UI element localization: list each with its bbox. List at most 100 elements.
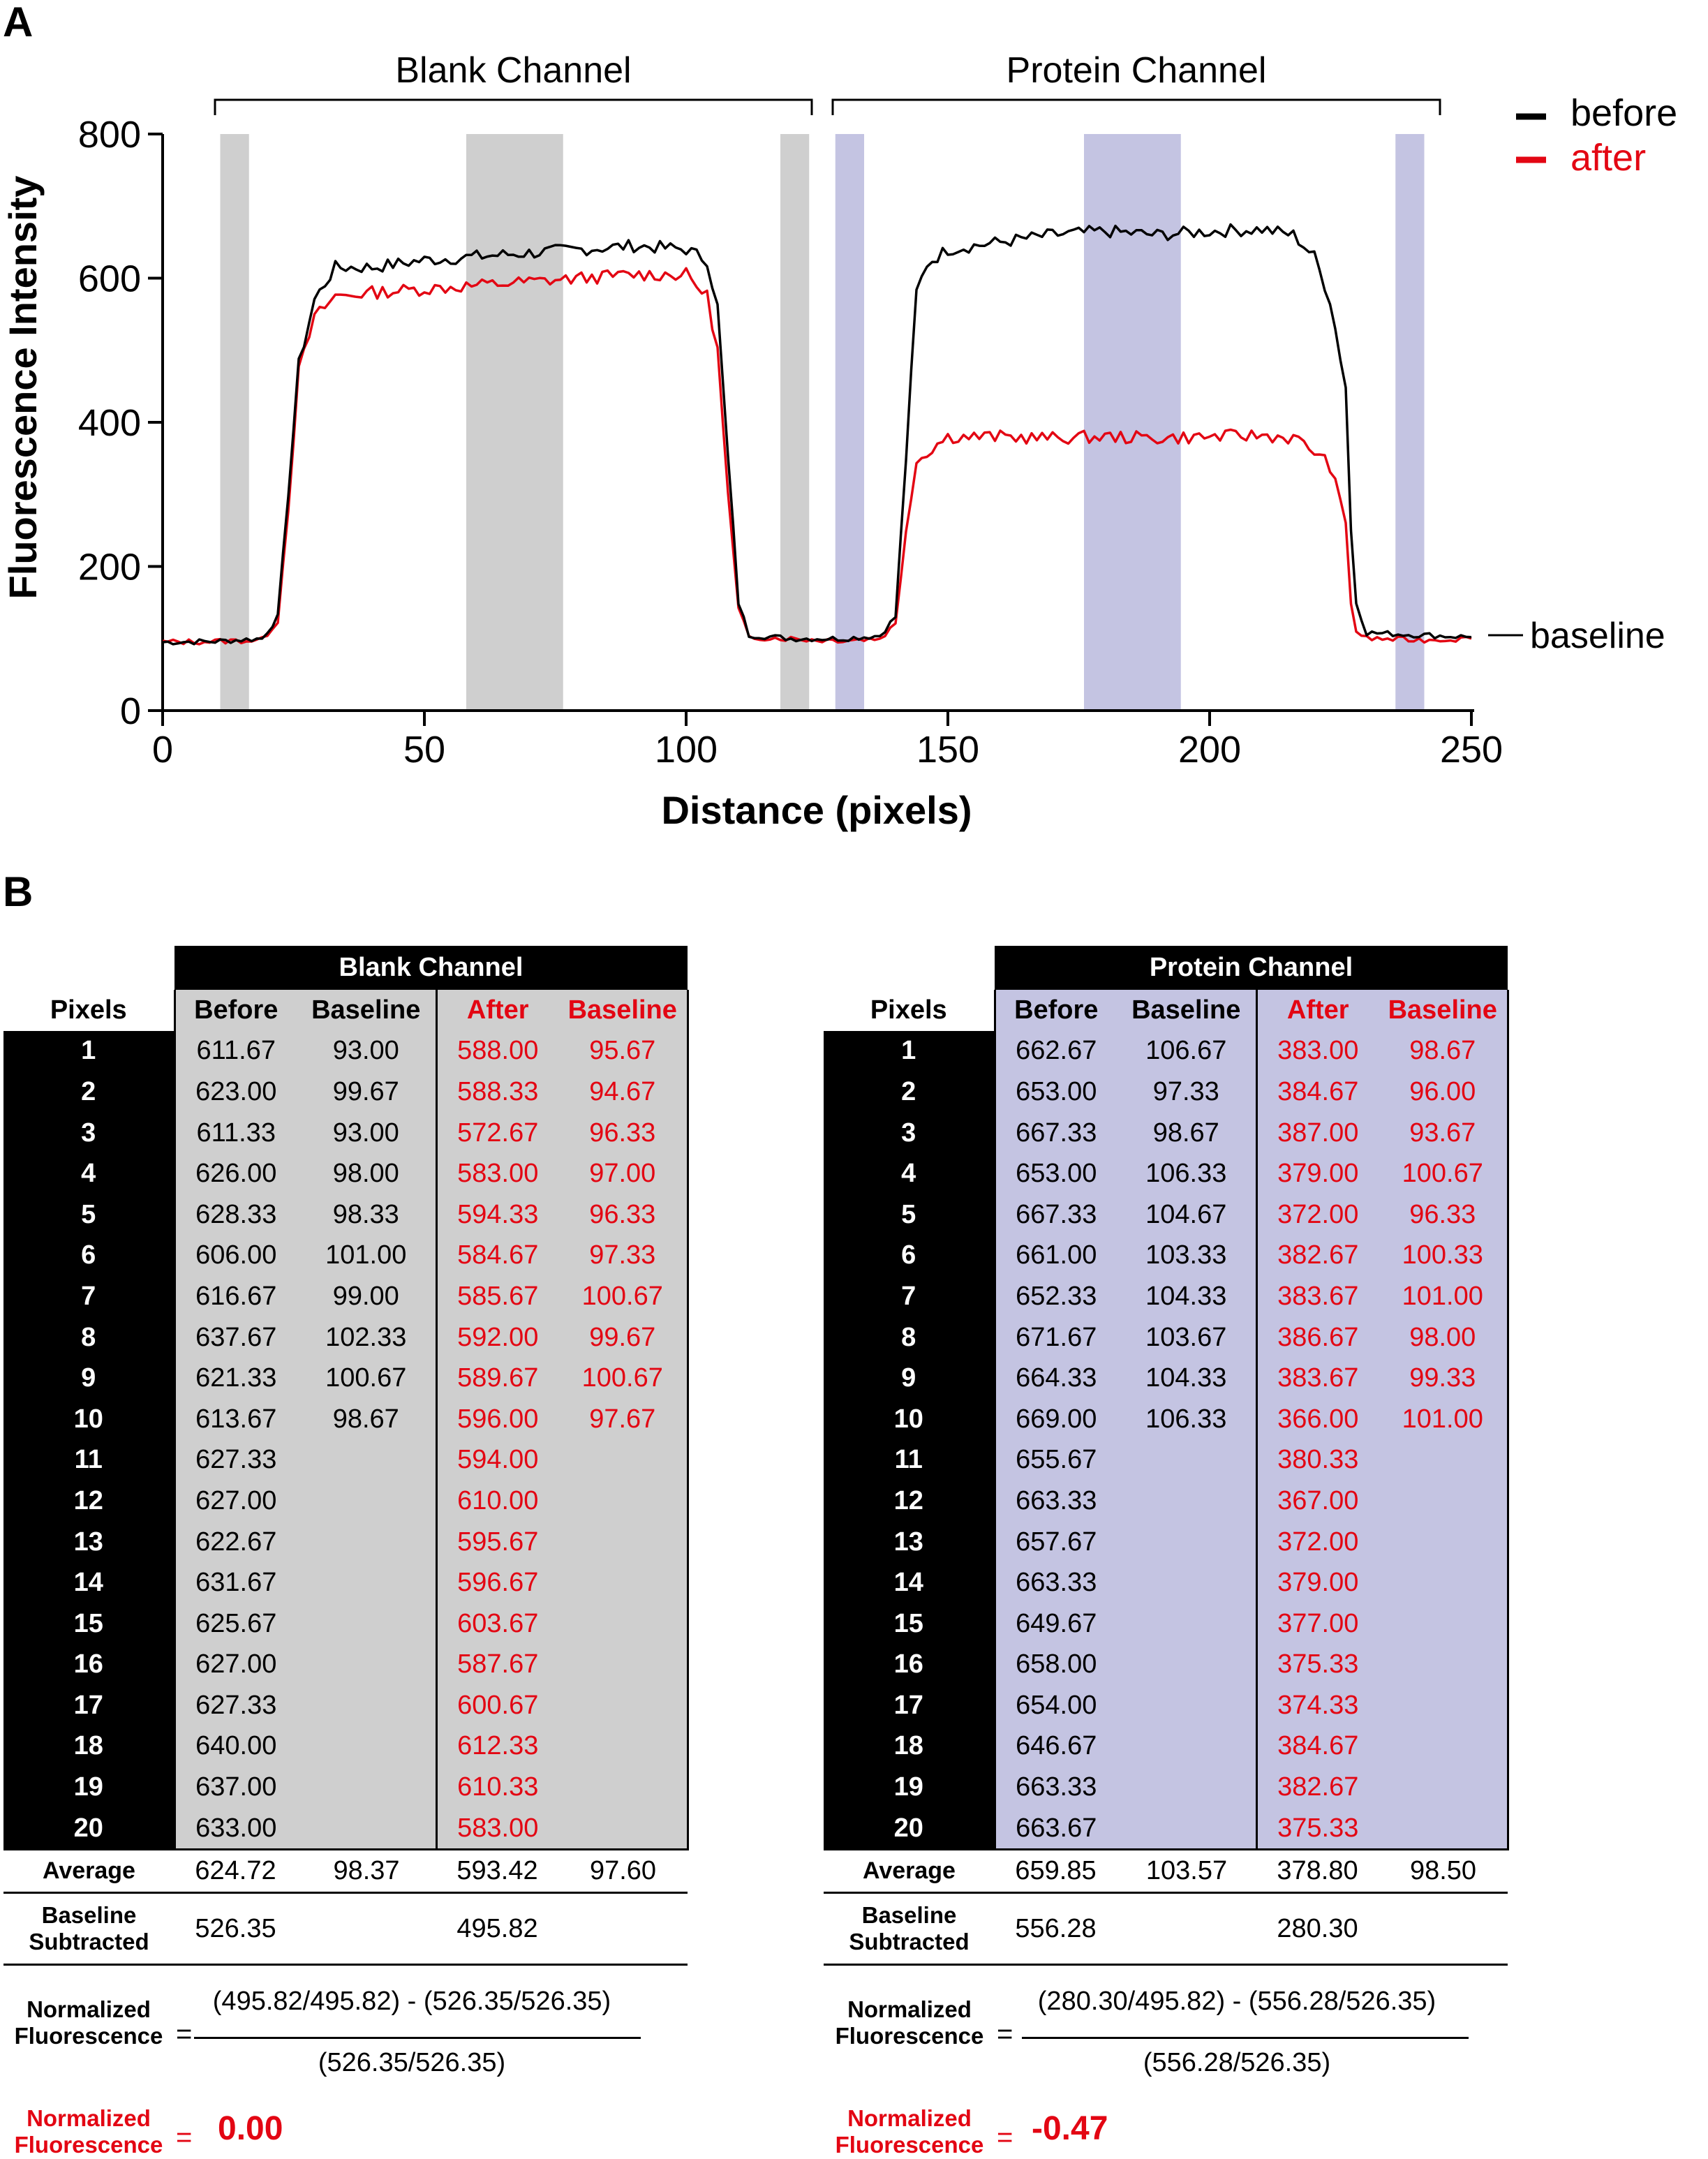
table-row: 5 667.33 104.67 372.00 96.33 [824, 1194, 1509, 1236]
pixel-index-cell: 10 [824, 1398, 995, 1440]
pixel-index-cell: 8 [824, 1316, 995, 1358]
before-cell: 657.67 [993, 1521, 1117, 1563]
y-axis-title: Fluorescence Intensity [1, 176, 45, 600]
table-row: 1 611.67 93.00 588.00 95.67 [3, 1030, 689, 1072]
after-cell: 594.00 [435, 1439, 558, 1481]
protein-channel-label: Protein Channel [1007, 50, 1267, 91]
after-baseline-cell [1379, 1521, 1509, 1563]
before-baseline-cell: 103.33 [1117, 1235, 1256, 1277]
before-baseline-cell: 98.67 [1117, 1112, 1256, 1154]
before-cell: 621.33 [173, 1358, 297, 1399]
baseline-subtracted-cell: 495.82 [436, 1892, 558, 1966]
pixel-index-cell: 18 [824, 1726, 995, 1767]
pixel-index-cell: 6 [3, 1235, 174, 1277]
x-tick-label: 100 [655, 729, 718, 771]
blank-normalized-formula: Normalized Fluorescence = (495.82/495.82)… [0, 1987, 698, 2080]
before-baseline-cell [1117, 1726, 1256, 1767]
before-cell: 633.00 [173, 1807, 297, 1851]
normalized-result-label: Normalized Fluorescence [835, 2105, 984, 2158]
after-cell: 380.33 [1255, 1439, 1379, 1481]
after-cell: 588.00 [435, 1030, 558, 1072]
pixel-index-cell: 18 [3, 1726, 174, 1767]
before-baseline-cell [1117, 1521, 1256, 1563]
protein-normalized-result: Normalized Fluorescence = -0.47 [821, 2101, 1240, 2158]
table-row: 19 663.33 382.67 [824, 1767, 1509, 1808]
after-baseline-cell: 96.00 [1379, 1071, 1509, 1113]
before-baseline-cell: 104.67 [1117, 1194, 1256, 1236]
before-baseline-cell: 100.67 [297, 1358, 436, 1399]
pixel-index-cell: 1 [3, 1030, 174, 1072]
pixel-index-cell: 7 [3, 1276, 174, 1317]
equals-sign: = [176, 2019, 193, 2049]
channel-bracket [214, 98, 813, 115]
average-cell: 97.60 [558, 1848, 688, 1893]
before-baseline-cell: 99.00 [297, 1276, 436, 1317]
average-cell: 624.72 [174, 1848, 297, 1893]
average-label: Average [824, 1848, 995, 1893]
baseline-subtracted-label: Baseline Subtracted [3, 1892, 174, 1966]
after-cell: 592.00 [435, 1316, 558, 1358]
table-row: 16 627.00 587.67 [3, 1644, 689, 1686]
y-tick-label: 600 [78, 258, 141, 300]
after-baseline-cell: 96.33 [558, 1112, 689, 1154]
blank-normalized-result: Normalized Fluorescence = 0.00 [0, 2101, 419, 2158]
table-row: 15 649.67 377.00 [824, 1603, 1509, 1645]
before-cell: 664.33 [993, 1358, 1117, 1399]
after-baseline-cell [558, 1644, 689, 1686]
legend-before-label: before [1570, 92, 1677, 134]
after-baseline-cell: 100.67 [1379, 1153, 1509, 1194]
pixel-index-cell: 19 [3, 1767, 174, 1808]
table-row: 9 664.33 104.33 383.67 99.33 [824, 1358, 1509, 1399]
pixels-header: Pixels [870, 995, 947, 1025]
after-baseline-cell: 93.67 [1379, 1112, 1509, 1154]
blank-channel-table: Blank Channel Pixels Before Baseline Aft… [3, 946, 689, 1966]
x-tick-label: 200 [1178, 729, 1241, 771]
equals-sign: = [997, 2122, 1013, 2153]
average-cell: 659.85 [995, 1848, 1117, 1893]
after-cell: 596.67 [435, 1562, 558, 1603]
pixel-index-cell: 14 [3, 1562, 174, 1603]
formula-denominator: (556.28/526.35) [1143, 2048, 1331, 2077]
average-cell: 593.42 [436, 1848, 558, 1893]
pixel-index-cell: 15 [3, 1603, 174, 1645]
after-cell: 375.33 [1255, 1807, 1379, 1851]
after-cell: 595.67 [435, 1521, 558, 1563]
before-baseline-cell: 106.33 [1117, 1398, 1256, 1440]
table-row: 19 637.00 610.33 [3, 1767, 689, 1808]
table-row: 20 633.00 583.00 [3, 1807, 689, 1851]
table-row: 12 627.00 610.00 [3, 1481, 689, 1522]
pixel-index-cell: 2 [3, 1071, 174, 1113]
before-cell: 654.00 [993, 1685, 1117, 1726]
after-baseline-cell: 97.00 [558, 1153, 689, 1194]
pixel-index-cell: 9 [3, 1358, 174, 1399]
table-row: 6 606.00 101.00 584.67 97.33 [3, 1235, 689, 1277]
before-baseline-cell [297, 1481, 436, 1522]
table-row: 4 653.00 106.33 379.00 100.67 [824, 1153, 1509, 1194]
after-cell: 383.00 [1255, 1030, 1379, 1072]
before-baseline-cell [297, 1603, 436, 1645]
table-row: 14 663.33 379.00 [824, 1562, 1509, 1603]
pixel-index-cell: 3 [824, 1112, 995, 1154]
pixel-index-cell: 8 [3, 1316, 174, 1358]
after-cell: 583.00 [435, 1153, 558, 1194]
before-cell: 652.33 [993, 1276, 1117, 1317]
before-cell: 623.00 [173, 1071, 297, 1113]
pixel-index-cell: 15 [824, 1603, 995, 1645]
after-cell: 589.67 [435, 1358, 558, 1399]
table-row: 7 652.33 104.33 383.67 101.00 [824, 1276, 1509, 1317]
average-cell: 378.80 [1256, 1848, 1379, 1893]
after-baseline-cell [1379, 1807, 1509, 1851]
after-cell: 603.67 [435, 1603, 558, 1645]
table-row: 13 657.67 372.00 [824, 1521, 1509, 1563]
normalized-result-value: -0.47 [1032, 2110, 1108, 2147]
normalized-label: Normalized Fluorescence [14, 1996, 163, 2049]
after-cell: 383.67 [1255, 1358, 1379, 1399]
average-label: Average [3, 1848, 174, 1893]
before-baseline-cell [297, 1521, 436, 1563]
after-baseline-cell: 95.67 [558, 1030, 689, 1072]
before-cell: 653.00 [993, 1153, 1117, 1194]
after-cell: 383.67 [1255, 1276, 1379, 1317]
pixel-index-cell: 14 [824, 1562, 995, 1603]
before-cell: 646.67 [993, 1726, 1117, 1767]
after-baseline-cell [1379, 1481, 1509, 1522]
